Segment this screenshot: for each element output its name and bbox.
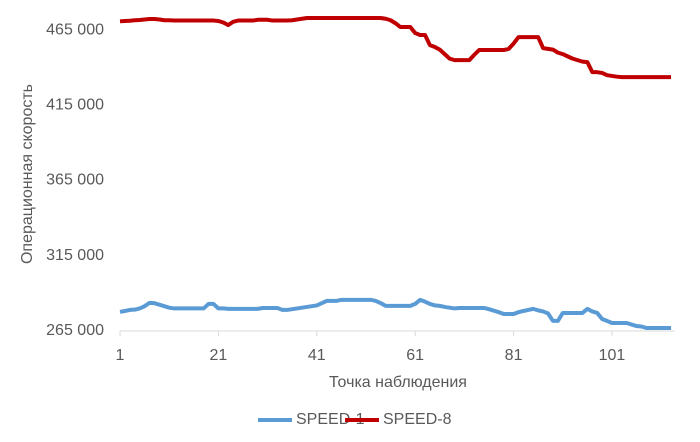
x-tick-label: 81 — [505, 347, 523, 364]
y-tick-label: 365 000 — [46, 172, 104, 189]
series-line — [119, 16, 671, 80]
x-tick-label: 61 — [406, 347, 424, 364]
y-axis-label: Операционная скорость — [19, 84, 36, 264]
x-tick-label: 21 — [209, 347, 227, 364]
x-tick-label: 41 — [308, 347, 326, 364]
x-tick-label: 101 — [599, 347, 626, 364]
x-tick-label: 1 — [116, 347, 125, 364]
y-tick-label: 465 000 — [46, 21, 104, 38]
y-tick-label: 265 000 — [46, 322, 104, 339]
legend-label: SPEED-8 — [383, 411, 452, 428]
y-tick-label: 415 000 — [46, 96, 104, 113]
legend-label: SPEED-1 — [296, 411, 365, 428]
series-line — [119, 297, 671, 330]
x-axis-label: Точка наблюдения — [329, 374, 467, 391]
y-tick-label: 315 000 — [46, 247, 104, 264]
